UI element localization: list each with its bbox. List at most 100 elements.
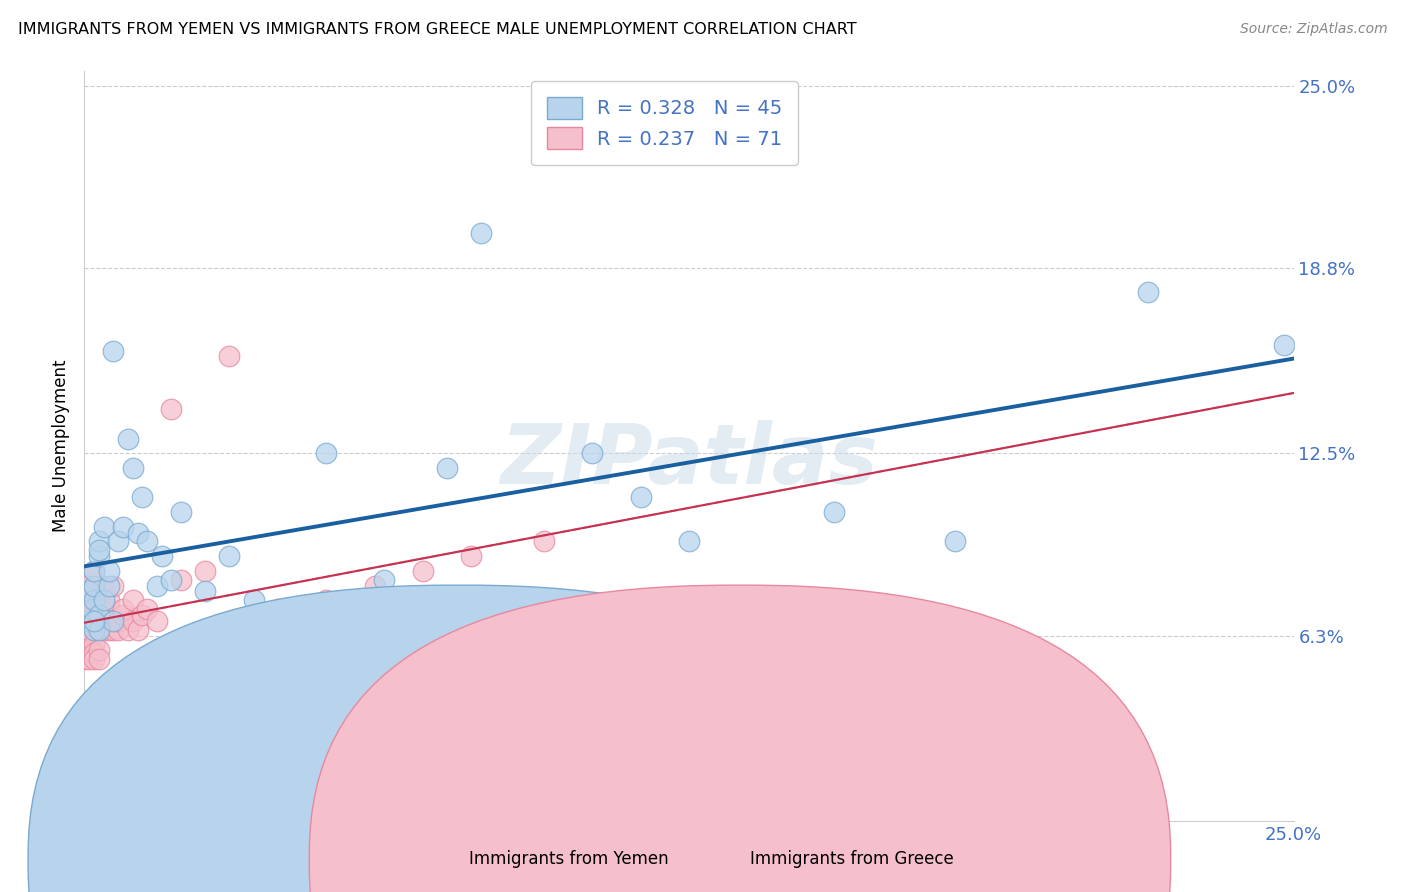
Point: [257, 614, 280, 628]
Point: [943, 534, 966, 549]
Text: Immigrants from Greece: Immigrants from Greece: [751, 850, 953, 868]
Point: [77, 632, 100, 646]
Point: [77, 602, 100, 616]
Point: [97, 614, 120, 628]
Point: [77, 614, 100, 628]
Point: [136, 534, 159, 549]
Point: [107, 614, 129, 628]
Point: [73, 607, 96, 622]
Point: [77, 632, 100, 646]
Point: [678, 534, 700, 549]
Point: [83, 646, 105, 660]
Point: [87, 614, 110, 628]
Point: [170, 573, 193, 587]
Point: [470, 226, 492, 240]
Point: [107, 534, 129, 549]
Point: [242, 725, 264, 739]
Point: [73, 652, 96, 666]
Point: [73, 602, 96, 616]
Point: [315, 446, 337, 460]
Point: [112, 520, 135, 534]
Point: [103, 614, 125, 628]
Point: [93, 623, 115, 637]
Point: [93, 578, 115, 592]
Point: [87, 607, 110, 622]
Point: [77, 578, 100, 592]
Point: [73, 623, 96, 637]
Point: [77, 643, 100, 657]
Point: [97, 602, 120, 616]
Point: [121, 593, 143, 607]
Point: [150, 549, 173, 564]
Legend: R = 0.328   N = 45, R = 0.237   N = 71: R = 0.328 N = 45, R = 0.237 N = 71: [531, 81, 799, 165]
Point: [103, 614, 125, 628]
Point: [83, 623, 105, 637]
Point: [315, 593, 337, 607]
Point: [73, 632, 96, 646]
Point: [73, 637, 96, 651]
Point: [77, 623, 100, 637]
Point: [87, 623, 110, 637]
Point: [103, 343, 125, 358]
Point: [170, 505, 193, 519]
Point: [1137, 285, 1160, 299]
Point: [112, 607, 135, 622]
Point: [117, 432, 139, 446]
Point: [218, 549, 240, 564]
Point: [77, 623, 100, 637]
Point: [83, 578, 105, 592]
Point: [83, 637, 105, 651]
Point: [218, 350, 240, 364]
Point: [87, 652, 110, 666]
Point: [87, 593, 110, 607]
Point: [73, 643, 96, 657]
Point: [131, 607, 153, 622]
Text: ZIPatlas: ZIPatlas: [501, 420, 877, 501]
Point: [194, 584, 217, 599]
Point: [630, 491, 652, 505]
Point: [581, 446, 603, 460]
Point: [87, 543, 110, 558]
Point: [83, 614, 105, 628]
Point: [121, 614, 143, 628]
Point: [267, 607, 290, 622]
Point: [194, 564, 217, 578]
Point: [83, 652, 105, 666]
Point: [77, 607, 100, 622]
Point: [83, 602, 105, 616]
Point: [77, 646, 100, 660]
Point: [73, 614, 96, 628]
Point: [242, 593, 264, 607]
Point: [160, 573, 183, 587]
Point: [87, 643, 110, 657]
Point: [112, 602, 135, 616]
Point: [127, 623, 149, 637]
Point: [267, 602, 290, 616]
Point: [373, 573, 395, 587]
Point: [77, 637, 100, 651]
Point: [97, 578, 120, 592]
Point: [77, 614, 100, 628]
Point: [127, 525, 149, 540]
Point: [121, 461, 143, 475]
Text: IMMIGRANTS FROM YEMEN VS IMMIGRANTS FROM GREECE MALE UNEMPLOYMENT CORRELATION CH: IMMIGRANTS FROM YEMEN VS IMMIGRANTS FROM…: [18, 22, 856, 37]
Point: [83, 564, 105, 578]
Point: [823, 505, 845, 519]
Point: [1272, 337, 1295, 351]
Point: [363, 578, 385, 592]
Text: Immigrants from Yemen: Immigrants from Yemen: [470, 850, 668, 868]
Point: [107, 623, 129, 637]
Point: [83, 623, 105, 637]
Point: [77, 652, 100, 666]
Point: [103, 623, 125, 637]
Point: [117, 623, 139, 637]
Point: [83, 607, 105, 622]
Point: [80, 602, 103, 616]
Point: [93, 593, 115, 607]
Point: [83, 564, 105, 578]
Point: [77, 584, 100, 599]
Point: [533, 534, 555, 549]
Text: Source: ZipAtlas.com: Source: ZipAtlas.com: [1240, 22, 1388, 37]
Point: [93, 520, 115, 534]
Point: [87, 549, 110, 564]
